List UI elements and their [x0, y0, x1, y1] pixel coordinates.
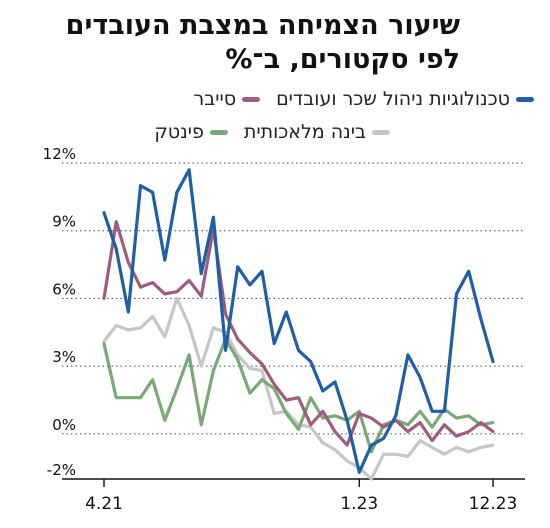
- legend-item-ai: בינה מלאכותית: [244, 121, 390, 143]
- legend-label-cyber: סייבר: [193, 88, 237, 110]
- series-line-3: [102, 296, 495, 481]
- grid-lines: [62, 162, 525, 435]
- series-line-0: [102, 168, 495, 474]
- legend-item-payroll-tech: טכנולוגיות ניהול שכר ועובדים: [276, 88, 534, 110]
- series-lines: [102, 168, 495, 481]
- legend-item-fintech: פינטק: [154, 121, 228, 143]
- series-line-1: [102, 220, 495, 447]
- legend-swatch-cyber: [242, 96, 261, 102]
- legend-label-ai: בינה מלאכותית: [243, 121, 366, 143]
- legend-item-cyber: סייבר: [194, 88, 261, 110]
- x-tick-label: 12.23: [469, 494, 518, 514]
- legend-swatch-payroll-tech: [516, 96, 534, 102]
- series-line-2: [102, 337, 495, 454]
- legend-swatch-fintech: [209, 129, 228, 135]
- legend-row-1: טכנולוגיות ניהול שכר ועובדים סייבר: [194, 88, 534, 110]
- y-tick-label: -2%: [47, 461, 76, 479]
- legend-label-payroll-tech: טכנולוגיות ניהול שכר ועובדים: [276, 88, 510, 110]
- y-tick-label: 0%: [52, 416, 76, 434]
- legend-label-fintech: פינטק: [154, 121, 204, 143]
- x-tick-label: 4.21: [85, 494, 123, 514]
- chart-title-line-1: שיעור הצמיחה במצבת העובדים: [65, 10, 460, 41]
- legend-row-2: בינה מלאכותית פינטק: [154, 121, 390, 143]
- legend-swatch-ai: [372, 129, 390, 135]
- y-axis-tick-labels: -2% 0% 3% 6% 9% 12%: [43, 145, 76, 479]
- x-axis: 4.21 1.23 12.23: [62, 478, 525, 514]
- y-tick-label: 6%: [52, 280, 76, 298]
- y-tick-label: 9%: [52, 213, 76, 231]
- chart-title-line-2: לפי סקטורים, ב־%: [225, 44, 460, 75]
- y-tick-label: 3%: [52, 348, 76, 366]
- y-tick-label: 12%: [43, 145, 76, 163]
- x-tick-label: 1.23: [340, 494, 378, 514]
